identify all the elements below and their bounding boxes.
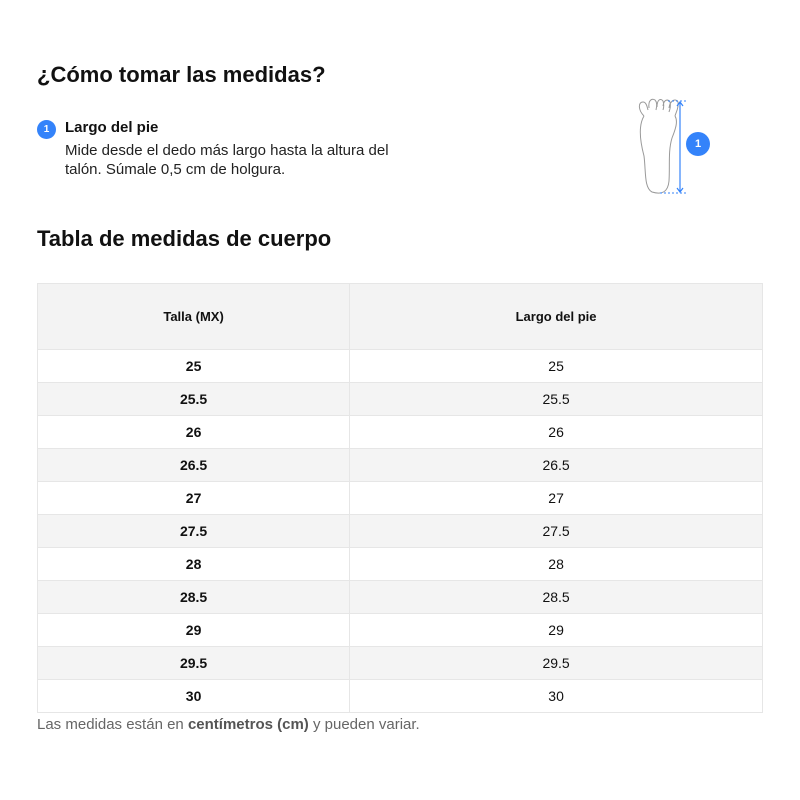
units-note: Las medidas están en centímetros (cm) y … (37, 716, 420, 733)
step-title: Largo del pie (65, 119, 159, 136)
size-cell: 29 (36, 613, 351, 647)
size-cell: 29.5 (36, 646, 351, 680)
table-row: 27.5 27.5 (36, 514, 763, 548)
size-cell: 25.5 (36, 382, 351, 416)
note-text: Las medidas están en (37, 716, 188, 733)
size-table: Talla (MX) Largo del pie 25 25 25.5 25.5 26 2… (36, 283, 763, 713)
foot-length-cell: 26 (349, 415, 763, 449)
size-cell: 26.5 (36, 448, 351, 482)
foot-length-badge: 1 (686, 132, 710, 156)
table-row: 29.5 29.5 (36, 646, 763, 680)
column-header-size: Talla (MX) (36, 283, 351, 350)
column-header-foot-length: Largo del pie (349, 283, 763, 350)
foot-length-cell: 26.5 (349, 448, 763, 482)
foot-length-cell: 28 (349, 547, 763, 581)
foot-length-cell: 27.5 (349, 514, 763, 548)
table-row: 28 28 (36, 547, 763, 581)
table-row: 30 30 (36, 679, 763, 713)
foot-length-cell: 30 (349, 679, 763, 713)
foot-length-cell: 28.5 (349, 580, 763, 614)
table-title: Tabla de medidas de cuerpo (37, 226, 332, 251)
table-row: 28.5 28.5 (36, 580, 763, 614)
page-title: ¿Cómo tomar las medidas? (37, 62, 326, 87)
size-cell: 28.5 (36, 580, 351, 614)
note-text-end: y pueden variar. (308, 716, 420, 733)
table-row: 26.5 26.5 (36, 448, 763, 482)
table-row: 25 25 (36, 349, 763, 383)
foot-length-cell: 25.5 (349, 382, 763, 416)
foot-length-cell: 29.5 (349, 646, 763, 680)
step-number-badge: 1 (37, 120, 56, 139)
note-units: centímetros (cm) (187, 716, 309, 733)
foot-length-icon (638, 98, 686, 194)
foot-length-cell: 29 (349, 613, 763, 647)
foot-length-cell: 27 (349, 481, 763, 515)
foot-length-cell: 25 (349, 349, 763, 383)
table-row: 25.5 25.5 (36, 382, 763, 416)
table-row: 26 26 (36, 415, 763, 449)
table-row: 29 29 (36, 613, 763, 647)
size-cell: 27 (36, 481, 351, 515)
foot-illustration: 1 (630, 96, 710, 201)
size-cell: 26 (36, 415, 351, 449)
size-cell: 28 (36, 547, 351, 581)
size-cell: 30 (36, 679, 351, 713)
step-description: Mide desde el dedo más largo hasta la al… (65, 142, 389, 178)
size-cell: 27.5 (36, 514, 351, 548)
table-row: 27 27 (36, 481, 763, 515)
size-cell: 25 (36, 349, 351, 383)
